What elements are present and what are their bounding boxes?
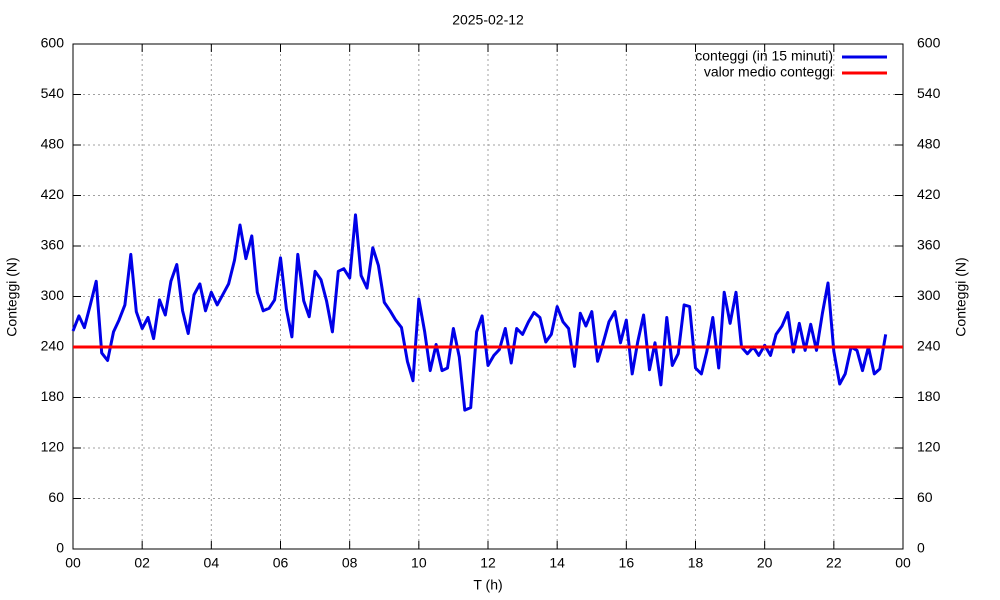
x-tick-label: 16 — [619, 555, 635, 571]
y2-tick-label: 180 — [917, 388, 941, 404]
y2-tick-label: 600 — [917, 35, 941, 51]
y-tick-label: 360 — [41, 237, 65, 253]
plot-frame — [72, 43, 904, 550]
x-tick-label: 12 — [480, 555, 496, 571]
x-tick-label: 22 — [826, 555, 842, 571]
y-tick-label: 240 — [41, 338, 65, 354]
x-tick-label: 20 — [757, 555, 773, 571]
y-tick-label: 120 — [41, 439, 65, 455]
x-tick-label: 08 — [342, 555, 358, 571]
y2-tick-label: 240 — [917, 338, 941, 354]
x-tick-label: 00 — [65, 555, 81, 571]
x-tick-label: 18 — [688, 555, 704, 571]
y-tick-label: 60 — [48, 489, 64, 505]
y2-tick-label: 60 — [917, 489, 933, 505]
y2-tick-label: 0 — [917, 540, 925, 556]
y-tick-label: 180 — [41, 388, 65, 404]
y-tick-label: 480 — [41, 136, 65, 152]
y2-axis-label: Conteggi (N) — [953, 257, 969, 336]
data-line — [71, 213, 888, 412]
y2-tick-label: 360 — [917, 237, 941, 253]
y-tick-label: 300 — [41, 287, 65, 303]
y2-tick-label: 540 — [917, 85, 941, 101]
x-tick-label: 00 — [895, 555, 911, 571]
chart-title: 2025-02-12 — [452, 12, 524, 28]
legend-label: conteggi (in 15 minuti) — [695, 48, 833, 64]
y2-tick-label: 120 — [917, 439, 941, 455]
y2-tick-label: 300 — [917, 287, 941, 303]
y-tick-label: 0 — [56, 540, 64, 556]
x-tick-label: 02 — [134, 555, 150, 571]
y2-tick-label: 480 — [917, 136, 941, 152]
y-tick-label: 420 — [41, 186, 65, 202]
y2-tick-label: 420 — [917, 186, 941, 202]
y-tick-label: 600 — [41, 35, 65, 51]
y-tick-label: 540 — [41, 85, 65, 101]
x-tick-label: 14 — [549, 555, 565, 571]
x-tick-label: 04 — [204, 555, 220, 571]
x-tick-label: 06 — [273, 555, 289, 571]
x-axis-label: T (h) — [473, 577, 502, 593]
y-axis-label: Conteggi (N) — [4, 257, 20, 336]
legend-label: valor medio conteggi — [704, 64, 833, 80]
x-tick-label: 10 — [411, 555, 427, 571]
